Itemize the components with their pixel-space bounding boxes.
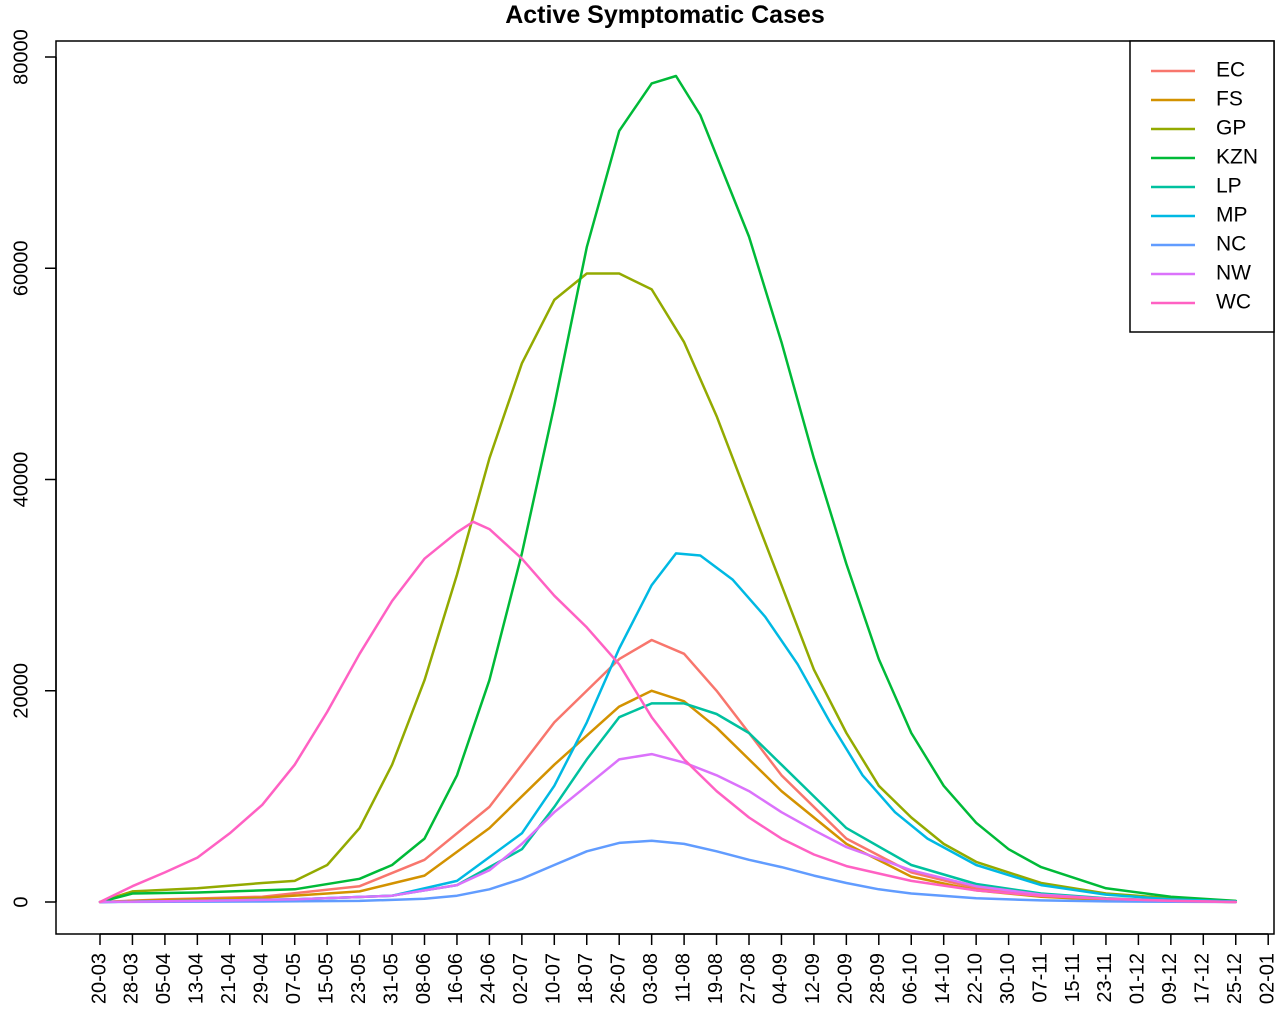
x-tick-label: 21-04 — [218, 953, 240, 1004]
x-tick-label: 19-08 — [705, 953, 727, 1004]
x-tick-label: 09-12 — [1159, 953, 1181, 1004]
series-line-kzn — [98, 74, 1238, 904]
x-tick-label: 29-04 — [251, 953, 273, 1004]
x-tick-label: 26-07 — [607, 953, 629, 1004]
legend-label: EC — [1216, 59, 1245, 82]
x-tick-label: 08-06 — [413, 953, 435, 1004]
x-tick-label: 22-10 — [964, 953, 986, 1004]
legend: EC FS GP KZN LP MP NC NW WC — [1129, 40, 1275, 333]
x-tick-label: 14-10 — [932, 953, 954, 1004]
x-tick-label: 20-09 — [835, 953, 857, 1004]
legend-label: MP — [1216, 204, 1248, 227]
y-tick-label: 60000 — [10, 240, 32, 296]
y-axis-ticks: 0 20000 40000 60000 80000 — [10, 29, 56, 908]
y-tick-label: 80000 — [10, 29, 32, 85]
series-line-nw — [98, 752, 1238, 904]
legend-label: GP — [1216, 117, 1246, 140]
x-tick-label: 31-05 — [380, 953, 402, 1004]
y-tick-label: 40000 — [10, 452, 32, 508]
x-tick-label: 05-04 — [153, 953, 175, 1004]
x-tick-label: 27-08 — [737, 953, 759, 1004]
legend-label: WC — [1216, 291, 1251, 314]
x-tick-label: 01-12 — [1127, 953, 1149, 1004]
x-tick-label: 07-05 — [283, 953, 305, 1004]
x-tick-label: 30-10 — [997, 953, 1019, 1004]
x-tick-label: 16-06 — [445, 953, 467, 1004]
y-tick-label: 0 — [10, 896, 32, 907]
series-line-mp — [98, 552, 1238, 904]
x-tick-label: 25-12 — [1224, 953, 1246, 1004]
x-tick-label: 10-07 — [543, 953, 565, 1004]
series-lines — [98, 74, 1238, 904]
x-tick-label: 03-08 — [640, 953, 662, 1004]
x-tick-label: 07-11 — [1029, 953, 1051, 1003]
legend-label: NC — [1216, 233, 1246, 256]
y-tick-label: 20000 — [10, 663, 32, 719]
x-tick-label: 23-05 — [348, 953, 370, 1004]
x-tick-label: 15-05 — [315, 953, 337, 1004]
x-tick-label: 23-11 — [1094, 953, 1116, 1003]
x-tick-label: 12-09 — [802, 953, 824, 1004]
x-tick-label: 15-11 — [1062, 953, 1084, 1003]
x-tick-label: 28-09 — [867, 953, 889, 1004]
x-tick-label: 20-03 — [88, 953, 110, 1004]
series-line-wc — [98, 520, 1238, 904]
series-line-lp — [98, 702, 1238, 904]
chart-title: Active Symptomatic Cases — [505, 1, 825, 29]
x-tick-label: 02-01 — [1256, 953, 1278, 1004]
x-axis-ticks: 20-03 28-03 05-04 13-04 21-04 29-04 07-05 15-05… — [88, 934, 1278, 1004]
x-tick-label: 24-06 — [478, 953, 500, 1004]
legend-label: FS — [1216, 88, 1243, 111]
x-tick-label: 13-04 — [186, 953, 208, 1004]
series-line-gp — [98, 272, 1238, 904]
x-tick-label: 06-10 — [900, 953, 922, 1004]
x-tick-label: 11-08 — [672, 953, 694, 1003]
x-tick-label: 18-07 — [575, 953, 597, 1004]
x-tick-label: 04-09 — [770, 953, 792, 1004]
x-tick-label: 17-12 — [1192, 953, 1214, 1004]
legend-label: LP — [1216, 175, 1242, 198]
legend-label: NW — [1216, 262, 1251, 285]
plot-frame — [55, 40, 1275, 935]
series-line-nc — [98, 839, 1238, 904]
series-line-ec — [98, 638, 1238, 904]
legend-label: KZN — [1216, 146, 1258, 169]
x-tick-label: 28-03 — [121, 953, 143, 1004]
x-tick-label: 02-07 — [510, 953, 532, 1004]
